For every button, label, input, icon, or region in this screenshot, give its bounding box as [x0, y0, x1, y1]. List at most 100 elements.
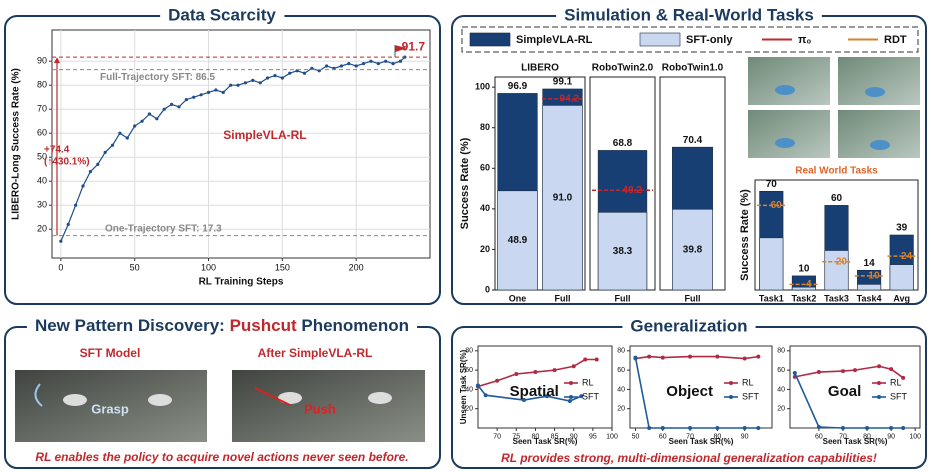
plot-frame — [494, 76, 586, 291]
data-point — [147, 112, 152, 116]
x-tick-label: 85 — [551, 433, 559, 440]
data-point — [688, 426, 693, 430]
y-tick-label: 20 — [480, 244, 490, 254]
chart-title: LIBERO — [521, 63, 559, 74]
data-point — [251, 78, 255, 82]
data-point — [476, 383, 480, 388]
data-point — [81, 184, 85, 188]
value-label: 60 — [831, 193, 843, 204]
data-point — [495, 378, 500, 383]
data-point — [199, 93, 203, 97]
data-point — [552, 368, 557, 373]
value-label: 60 — [771, 200, 783, 211]
legend-label: SFT — [890, 391, 908, 401]
data-point — [354, 64, 358, 68]
x-tick-label: 0 — [58, 263, 63, 273]
x-tick-label: 50 — [632, 433, 640, 440]
data-point — [140, 119, 144, 123]
y-tick-label: 30 — [37, 200, 47, 210]
value-label: 49.2 — [623, 185, 643, 196]
x-tick-label: Full — [555, 293, 571, 303]
x-tick-label: 200 — [349, 263, 364, 273]
data-point — [398, 59, 403, 63]
data-point — [288, 71, 292, 75]
series-line — [794, 372, 904, 429]
title-background — [556, 5, 822, 25]
legend-marker — [729, 381, 733, 385]
value-label: 10 — [798, 264, 810, 275]
y-tick-label: 70 — [37, 104, 47, 114]
legend-marker — [569, 395, 573, 399]
motion-arrow — [34, 383, 43, 407]
data-point — [133, 124, 137, 128]
bar — [857, 284, 882, 291]
photo-object — [775, 138, 795, 148]
data-point — [265, 76, 270, 80]
action-label: Grasp — [91, 401, 129, 416]
data-point — [66, 222, 70, 226]
x-tick-label: 80 — [713, 433, 721, 440]
data-point — [853, 368, 857, 373]
y-tick-label: 40 — [37, 176, 47, 186]
value-label: 10 — [868, 271, 880, 282]
x-tick-label: 60 — [815, 433, 823, 440]
legend-swatch — [639, 32, 681, 47]
panel-title: Simulation & Real-World Tasks — [564, 5, 814, 24]
data-point — [633, 355, 638, 360]
y-axis-label: Success Rate (%) — [459, 137, 471, 229]
value-label: 94.2 — [560, 94, 580, 105]
data-point — [192, 95, 196, 99]
legend-label: SimpleVLA-RL — [516, 34, 593, 46]
data-point — [59, 239, 63, 243]
x-tick-label: 90 — [570, 433, 578, 440]
x-tick-label: One — [509, 293, 527, 303]
data-point — [816, 370, 821, 375]
y-tick-label: 80 — [37, 80, 47, 90]
bar — [759, 237, 784, 291]
value-label: 39.8 — [683, 244, 703, 255]
data-point — [229, 83, 233, 87]
data-point — [840, 426, 845, 430]
value-label: 48.9 — [508, 235, 528, 246]
value-label: 96.9 — [508, 81, 528, 92]
scene-object — [148, 394, 172, 406]
data-point — [243, 81, 248, 85]
x-axis-label: Seen Task SR(%) — [823, 437, 888, 446]
data-point — [347, 62, 351, 66]
title-part: Pushcut — [230, 316, 297, 335]
series-line — [794, 365, 904, 379]
y-tick-label: 100 — [475, 82, 490, 92]
y-tick-label: 40 — [480, 203, 490, 213]
data-point — [579, 394, 584, 399]
x-tick-label: 70 — [686, 433, 694, 440]
reference-label: One-Trajectory SFT: 17.3 — [105, 223, 222, 234]
data-point — [756, 354, 761, 359]
data-point — [901, 426, 906, 430]
data-point — [162, 107, 166, 111]
data-point — [647, 426, 652, 430]
flag — [395, 45, 407, 53]
y-tick-label: 80 — [480, 122, 490, 132]
bar — [824, 250, 849, 291]
value-label: 4 — [806, 279, 812, 290]
gain-label: (↑430.1%) — [44, 157, 90, 168]
panel-title: Generalization — [630, 316, 747, 335]
title-background — [160, 5, 285, 25]
x-tick-label: Full — [685, 293, 701, 303]
title-part: Phenomenon — [297, 316, 409, 335]
bar — [597, 212, 648, 291]
action-label: Push — [304, 401, 336, 416]
x-tick-label: Task2 — [791, 293, 816, 303]
x-tick-label: 90 — [887, 433, 895, 440]
y-axis-label: LIBERO-Long Success Rate (%) — [11, 68, 22, 220]
data-point — [177, 105, 181, 109]
y-tick-label: 80 — [465, 348, 473, 355]
photo — [748, 57, 830, 105]
scene-image — [15, 370, 207, 442]
caption: RL provides strong, multi-dimensional ge… — [501, 451, 877, 465]
y-axis-label: Success Rate (%) — [739, 189, 751, 281]
data-point — [688, 354, 693, 359]
image-label: SFT Model — [80, 346, 141, 360]
x-tick-label: Task4 — [857, 293, 882, 303]
data-point — [258, 81, 262, 85]
